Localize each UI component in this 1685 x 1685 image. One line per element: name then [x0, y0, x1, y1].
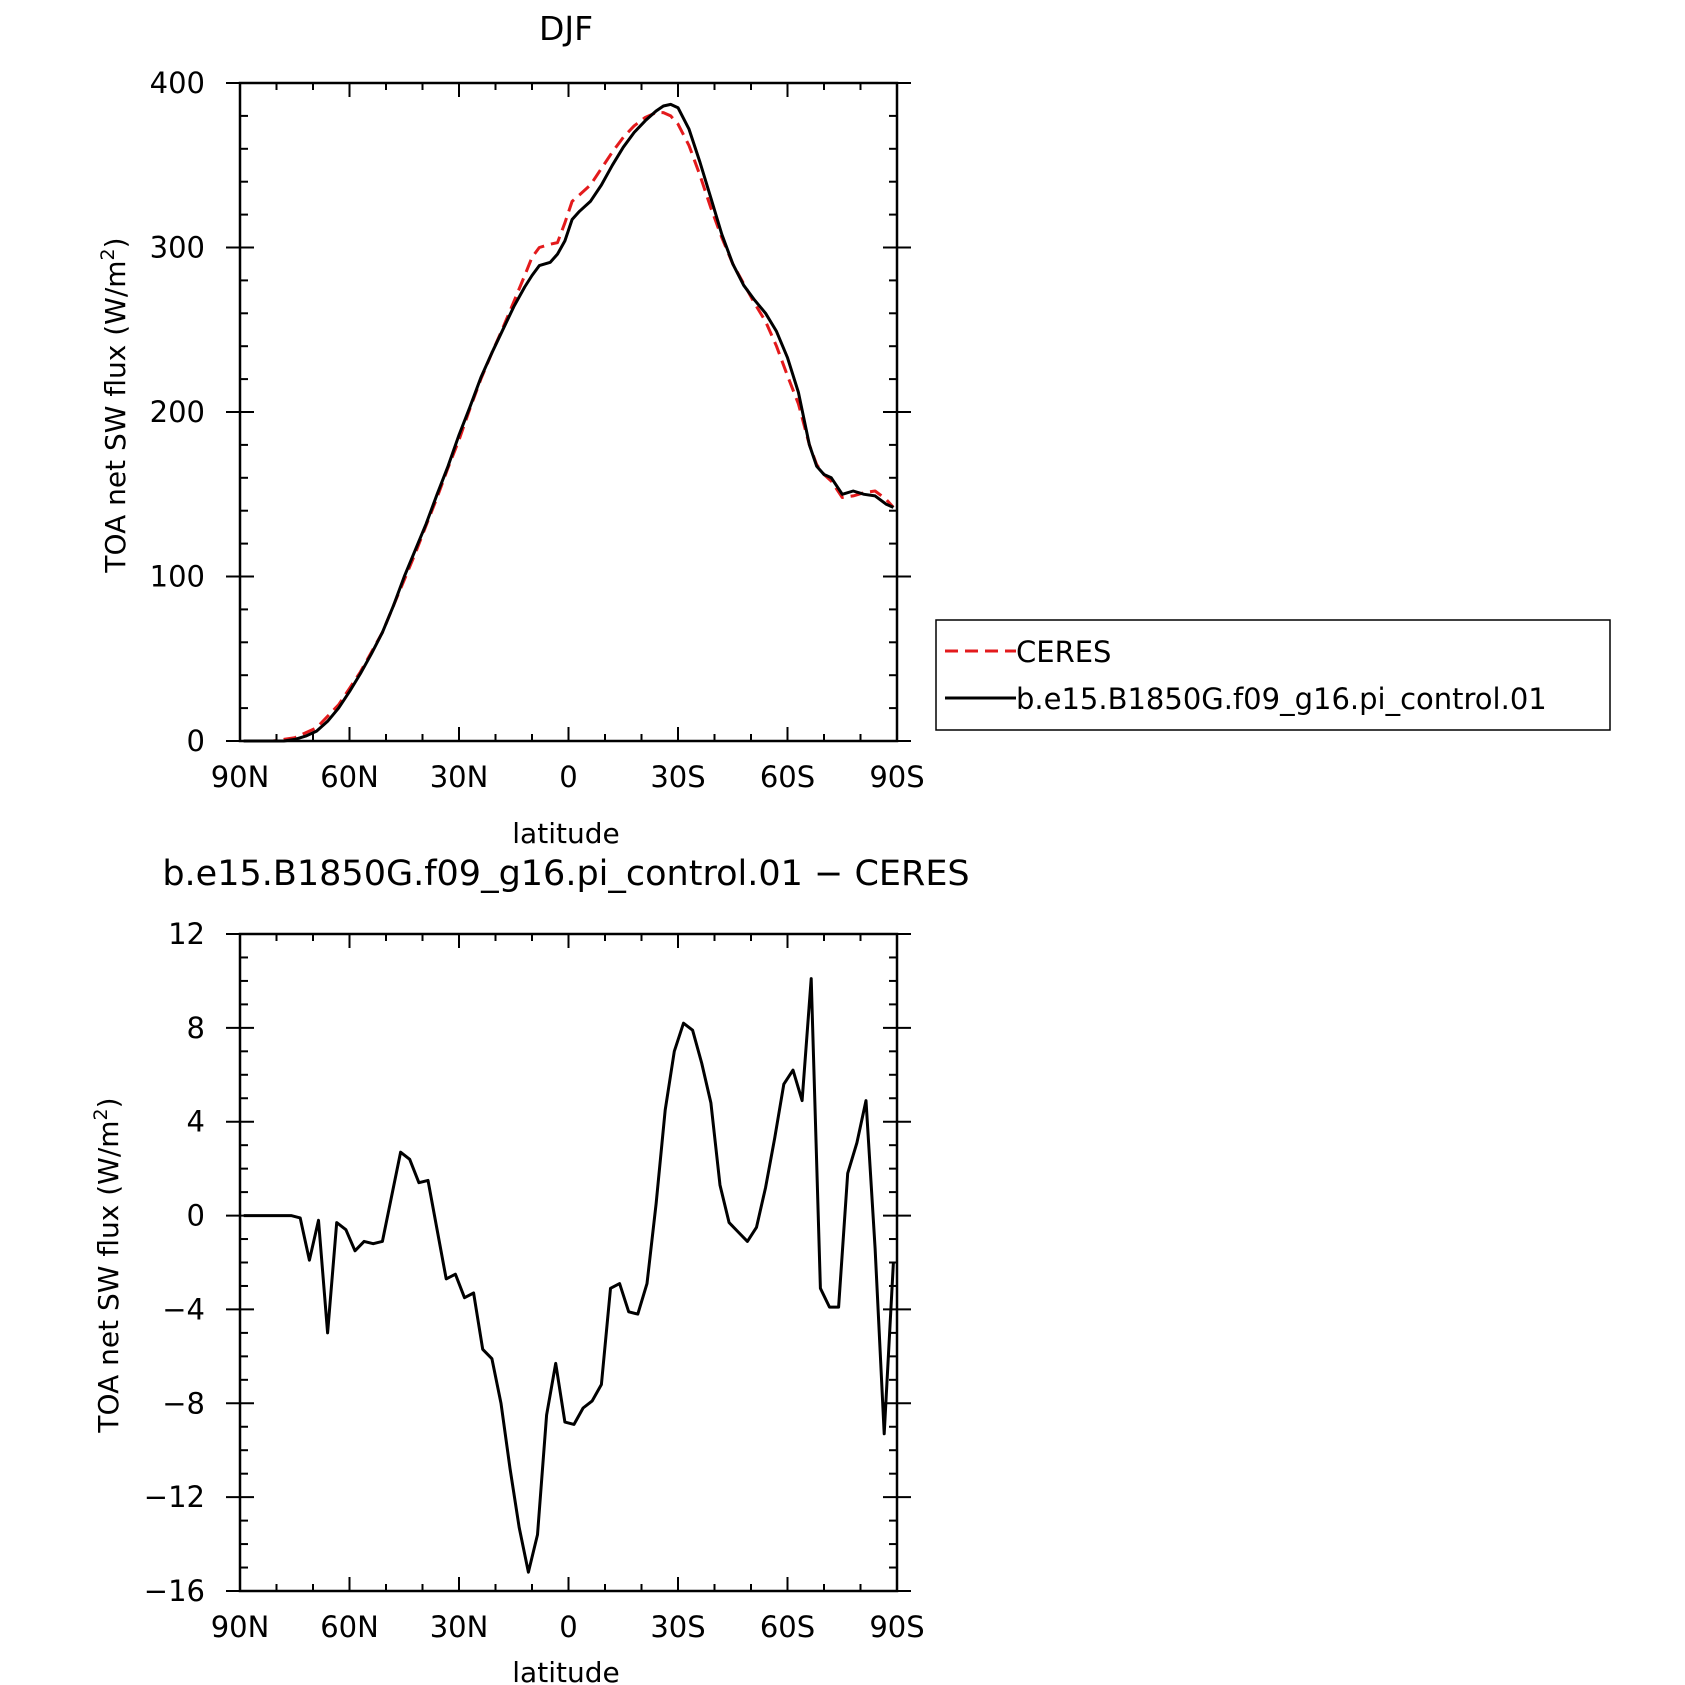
x-tick-label: 0 — [559, 760, 577, 794]
x-tick-label: 90S — [869, 1610, 924, 1644]
y-tick-label: −12 — [144, 1480, 205, 1514]
y-axis-label: TOA net SW flux (W/m2) — [97, 237, 132, 573]
legend-box — [935, 619, 1611, 731]
x-tick-label: 30S — [650, 760, 705, 794]
series-line-ceres — [243, 111, 895, 743]
y-tick-label: −4 — [162, 1292, 205, 1326]
x-axis-label: latitude — [512, 1656, 619, 1685]
axes — [226, 932, 911, 1593]
panel-title: b.e15.B1850G.f09_g16.pi_control.01 − CER… — [162, 854, 969, 894]
x-tick-labels: 90N 60N 30N 0 30S 60S 90S — [211, 1610, 925, 1644]
y-tick-label: 300 — [150, 231, 205, 265]
y-axis-label-superscript: 2 — [90, 1108, 112, 1120]
x-tick-label: 90S — [869, 760, 924, 794]
y-axis-label-main: TOA net SW flux (W/m — [92, 1120, 125, 1433]
plot-area — [226, 932, 911, 1593]
panel-title: DJF — [539, 9, 593, 48]
y-tick-label: 8 — [187, 1011, 205, 1045]
y-axis-label: TOA net SW flux (W/m2) — [90, 1097, 125, 1433]
panel-difference: b.e15.B1850G.f09_g16.pi_control.01 − CER… — [90, 854, 970, 1685]
x-tick-label: 90N — [211, 1610, 270, 1644]
plot-area — [226, 81, 911, 743]
x-tick-label: 60S — [760, 1610, 815, 1644]
panel-zonal-mean: DJF 90N 60N 30N 0 30S 60S 90S 0 100 200 300 400 la… — [97, 9, 1611, 850]
x-tick-label: 30N — [430, 760, 489, 794]
legend-label-ceres: CERES — [1016, 635, 1111, 669]
x-tick-label: 60N — [320, 1610, 379, 1644]
y-tick-label: 200 — [150, 395, 205, 429]
y-tick-label: 4 — [187, 1105, 205, 1139]
x-tick-label: 30N — [430, 1610, 489, 1644]
y-tick-label: −16 — [144, 1574, 205, 1608]
x-tick-label: 60N — [320, 760, 379, 794]
legend-label-model: b.e15.B1850G.f09_g16.pi_control.01 — [1016, 682, 1547, 716]
y-tick-label: 100 — [150, 560, 205, 594]
axes — [226, 81, 911, 743]
y-tick-label: 0 — [187, 724, 205, 758]
series-line-b — [243, 102, 895, 743]
y-tick-label: 12 — [168, 917, 205, 951]
x-tick-label: 0 — [559, 1610, 577, 1644]
y-tick-label: 400 — [150, 66, 205, 100]
y-tick-labels: −16 −12 −8 −4 0 4 8 12 — [144, 917, 205, 1608]
legend: CERES b.e15.B1850G.f09_g16.pi_control.01 — [935, 619, 1611, 731]
series-line-difference — [243, 977, 895, 1574]
series-lines — [243, 102, 895, 743]
x-tick-label: 30S — [650, 1610, 705, 1644]
x-axis-label: latitude — [512, 817, 619, 850]
x-tick-label: 90N — [211, 760, 270, 794]
x-tick-label: 60S — [760, 760, 815, 794]
y-axis-label-tail: ) — [92, 1097, 125, 1108]
x-tick-labels: 90N 60N 30N 0 30S 60S 90S — [211, 760, 925, 794]
y-axis-label-main: TOA net SW flux (W/m — [99, 260, 132, 573]
y-tick-labels: 0 100 200 300 400 — [150, 66, 205, 758]
y-axis-label-superscript: 2 — [97, 248, 119, 260]
series-lines — [243, 977, 895, 1574]
y-tick-label: −8 — [162, 1386, 205, 1420]
y-axis-label-tail: ) — [99, 237, 132, 248]
y-tick-label: 0 — [187, 1199, 205, 1233]
